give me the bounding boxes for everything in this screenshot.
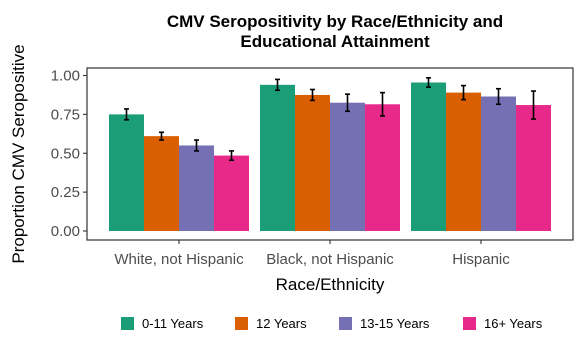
- y-axis: 0.00 0.25 0.50 0.75 1.00: [51, 68, 87, 240]
- bar: [446, 92, 481, 231]
- bar: [179, 145, 214, 231]
- x-axis: White, not Hispanic Black, not Hispanic Hi…: [114, 240, 510, 268]
- legend-label: 16+ Years: [484, 316, 543, 331]
- legend-swatch: [121, 317, 134, 330]
- legend-swatch: [339, 317, 352, 330]
- y-axis-title: Proportion CMV Seropositive: [9, 44, 28, 263]
- y-tick-label: 1.00: [51, 68, 80, 85]
- x-tick-label: Hispanic: [452, 251, 510, 268]
- bar: [295, 94, 330, 231]
- x-tick-label: Black, not Hispanic: [266, 251, 394, 268]
- x-axis-title: Race/Ethnicity: [276, 275, 385, 294]
- legend-swatch: [463, 317, 476, 330]
- bars: [109, 82, 551, 232]
- legend-label: 13-15 Years: [360, 316, 430, 331]
- chart-title-line-2: Educational Attainment: [240, 32, 430, 51]
- bar: [214, 155, 249, 231]
- bar: [330, 102, 365, 232]
- bar: [481, 96, 516, 232]
- legend-swatch: [235, 317, 248, 330]
- bar: [516, 105, 551, 231]
- y-tick-label: 0.00: [51, 223, 80, 240]
- x-tick-label: White, not Hispanic: [114, 251, 244, 268]
- legend-label: 12 Years: [256, 316, 307, 331]
- y-tick-label: 0.25: [51, 184, 80, 201]
- y-tick-label: 0.50: [51, 145, 80, 162]
- error-bars: [124, 77, 536, 162]
- legend-label: 0-11 Years: [142, 316, 204, 331]
- bar: [260, 84, 295, 231]
- y-tick-label: 0.75: [51, 106, 80, 123]
- legend: 0-11 Years 12 Years 13-15 Years 16+ Years: [121, 316, 543, 331]
- bar: [411, 82, 446, 231]
- bar: [144, 136, 179, 231]
- bar: [109, 114, 144, 231]
- chart-title-line-1: CMV Seropositivity by Race/Ethnicity and: [167, 12, 503, 31]
- bar: [365, 104, 400, 231]
